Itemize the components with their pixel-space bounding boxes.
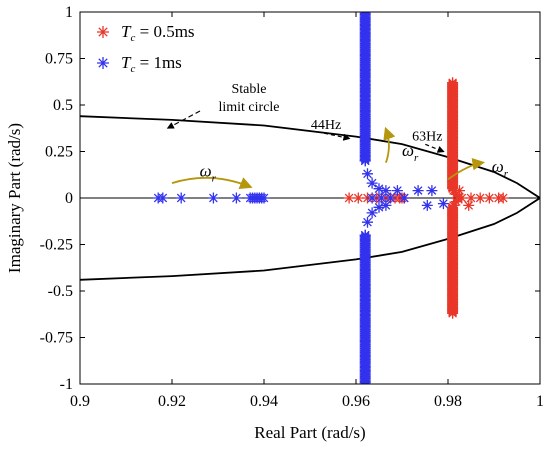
omega-r-label: ωr xyxy=(402,141,419,164)
pole-1ms-marker xyxy=(230,192,242,204)
y-tick-label: -0.5 xyxy=(48,283,73,300)
pole-1ms-marker xyxy=(391,185,403,197)
legend-marker-red xyxy=(97,26,109,38)
pole-0p5ms-marker xyxy=(447,307,459,319)
pole-1ms-marker xyxy=(437,198,449,210)
legend-entry-0p5ms: Tc = 0.5ms xyxy=(97,22,195,44)
legend: Tc = 0.5ms Tc = 1ms xyxy=(97,22,195,75)
y-tick-label: -0.25 xyxy=(40,237,73,254)
pole-1ms-marker xyxy=(362,168,373,180)
pole-1ms-marker xyxy=(359,155,371,167)
pole-0p5ms-marker xyxy=(450,196,462,208)
x-tick-label: 0.9 xyxy=(70,393,90,410)
y-tick-label: 1 xyxy=(65,4,73,21)
pole-0p5ms-marker xyxy=(463,199,475,211)
pole-1ms-marker xyxy=(385,192,396,204)
pole-0p5ms-marker xyxy=(447,77,459,89)
omega-r-label: ωr xyxy=(492,157,509,180)
legend-subscript: c xyxy=(130,32,135,44)
x-tick-label: 0.96 xyxy=(342,393,370,410)
omega-r-label: ωr xyxy=(200,162,217,185)
axis-ticks: 0.9 0.92 0.94 0.96 0.98 1 1 0.75 0.5 0.25 0 -0.25 -0… xyxy=(40,4,544,410)
legend-symbol: T xyxy=(121,53,132,72)
pole-1ms-marker xyxy=(426,185,438,197)
pole-1ms-marker xyxy=(258,192,270,204)
x-tick-label: 1 xyxy=(536,393,544,410)
legend-entry-1ms: Tc = 1ms xyxy=(97,53,182,75)
pole-1ms-marker xyxy=(366,192,378,204)
pole-1ms-marker xyxy=(380,199,392,211)
frequency-annotation: 44Hz xyxy=(311,118,341,133)
pole-1ms-marker xyxy=(380,185,392,197)
y-axis-title: Imaginary Part (rad/s) xyxy=(5,123,24,273)
legend-star-blue xyxy=(97,57,109,69)
frequency-annotation: 63Hz xyxy=(412,129,442,144)
pole-0p5ms-marker xyxy=(450,188,462,200)
pole-1ms-marker xyxy=(366,207,378,219)
pole-0p5ms-marker xyxy=(456,192,468,204)
legend-text: = 1ms xyxy=(135,53,181,72)
stable-limit-circle-label-line2: limit circle xyxy=(218,100,279,115)
legend-label-0p5ms: Tc = 0.5ms xyxy=(121,22,195,44)
x-axis-title: Real Part (rad/s) xyxy=(254,423,365,442)
stable-limit-circle-pointer xyxy=(166,110,201,129)
x-tick-label: 0.94 xyxy=(250,393,278,410)
x-tick-label: 0.92 xyxy=(158,393,186,410)
legend-text: = 0.5ms xyxy=(135,22,194,41)
pole-1ms-marker xyxy=(375,192,387,204)
y-tick-label: 0.5 xyxy=(53,97,73,114)
legend-star-red xyxy=(97,26,109,38)
pole-1ms-marker xyxy=(412,185,424,197)
omega-arrow xyxy=(447,157,485,181)
pole-1ms-marker xyxy=(359,229,371,241)
pole-0p5ms-marker xyxy=(483,192,495,204)
pole-1ms-marker xyxy=(398,192,410,204)
pole-1ms-marker xyxy=(373,183,385,195)
pole-1ms-marker xyxy=(421,199,433,211)
y-tick-label: -0.75 xyxy=(40,330,73,347)
frequency-pointer xyxy=(425,143,445,153)
frequency-pointer xyxy=(323,132,351,141)
pole-1ms-marker xyxy=(373,201,385,213)
legend-label-1ms: Tc = 1ms xyxy=(121,53,182,75)
legend-marker-blue xyxy=(97,57,109,69)
pole-0p5ms-marker xyxy=(343,192,355,204)
pole-0p5ms-marker xyxy=(465,192,477,204)
plot-area xyxy=(80,12,540,384)
pole-0p5ms-marker xyxy=(352,192,364,204)
pole-1ms-marker xyxy=(157,192,169,204)
legend-subscript: c xyxy=(130,63,135,75)
y-tick-label: 0.75 xyxy=(45,51,73,68)
stable-limit-circle-label-line1: Stable xyxy=(232,82,267,97)
pole-1ms-marker xyxy=(366,177,378,189)
pole-0p5ms-marker xyxy=(474,192,486,204)
legend-symbol: T xyxy=(121,22,132,41)
y-tick-label: 0.25 xyxy=(45,144,73,161)
omega-arrow xyxy=(171,176,253,189)
y-tick-label: -1 xyxy=(60,376,73,393)
pole-1ms-marker xyxy=(175,192,187,204)
x-tick-label: 0.98 xyxy=(434,393,462,410)
pole-1ms-marker xyxy=(207,192,219,204)
y-tick-label: 0 xyxy=(65,190,73,207)
omega-arrow xyxy=(383,126,396,163)
pole-1ms-marker xyxy=(362,216,373,228)
pole-0p5ms-marker xyxy=(497,192,509,204)
pole-0p5ms-marker xyxy=(452,193,464,205)
